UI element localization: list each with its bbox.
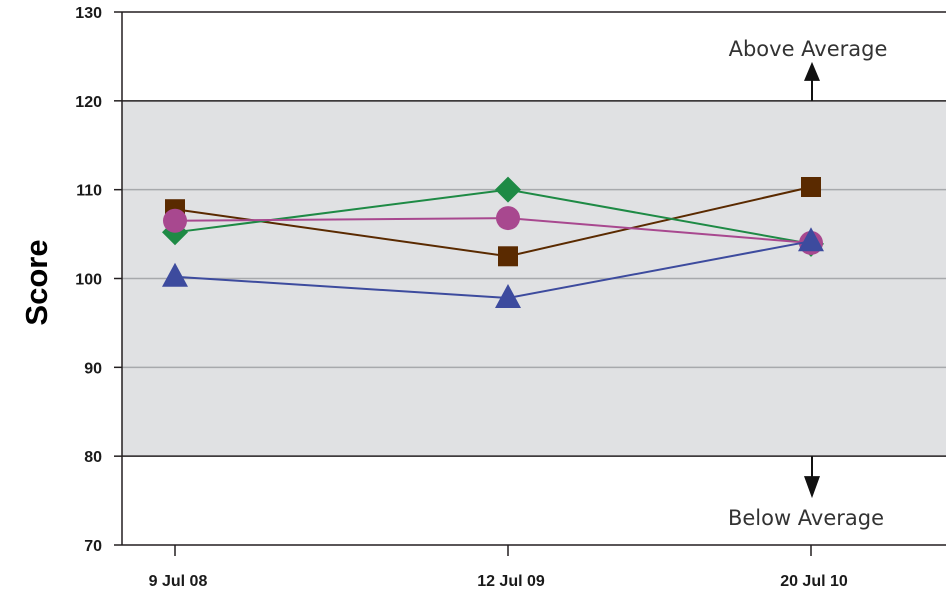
data-point-square bbox=[801, 177, 821, 198]
data-point-square bbox=[498, 246, 518, 267]
band-arrows bbox=[804, 61, 820, 499]
above-average-label: Above Average bbox=[729, 37, 888, 61]
y-tick-label: 130 bbox=[75, 5, 102, 22]
data-point-triangle bbox=[798, 227, 824, 252]
y-tick-label: 70 bbox=[84, 538, 102, 555]
x-ticks: 9 Jul 08 12 Jul 09 20 Jul 10 bbox=[149, 545, 848, 590]
down-arrowhead-icon bbox=[804, 476, 820, 499]
y-tick-label: 100 bbox=[75, 272, 102, 289]
series-group bbox=[162, 176, 824, 309]
data-point-circle bbox=[163, 208, 187, 233]
y-tick-label: 120 bbox=[75, 94, 102, 111]
data-point-diamond bbox=[495, 176, 521, 203]
data-point-triangle bbox=[162, 262, 188, 287]
y-tick-label: 80 bbox=[84, 449, 102, 466]
data-point-triangle bbox=[495, 284, 521, 309]
y-tick-label: 110 bbox=[76, 183, 102, 200]
up-arrowhead-icon bbox=[804, 61, 820, 81]
data-point-circle bbox=[496, 206, 520, 231]
x-tick-label: 12 Jul 09 bbox=[477, 573, 545, 590]
y-ticks: 70 80 90 100 110 120 130 bbox=[75, 5, 122, 555]
y-tick-label: 90 bbox=[84, 360, 102, 377]
series-triangle bbox=[162, 227, 824, 309]
y-axis-label: Score bbox=[19, 239, 54, 325]
below-average-label: Below Average bbox=[728, 506, 884, 530]
gridlines bbox=[122, 11, 946, 457]
x-tick-label: 9 Jul 08 bbox=[149, 573, 208, 590]
x-tick-label: 20 Jul 10 bbox=[780, 573, 848, 590]
